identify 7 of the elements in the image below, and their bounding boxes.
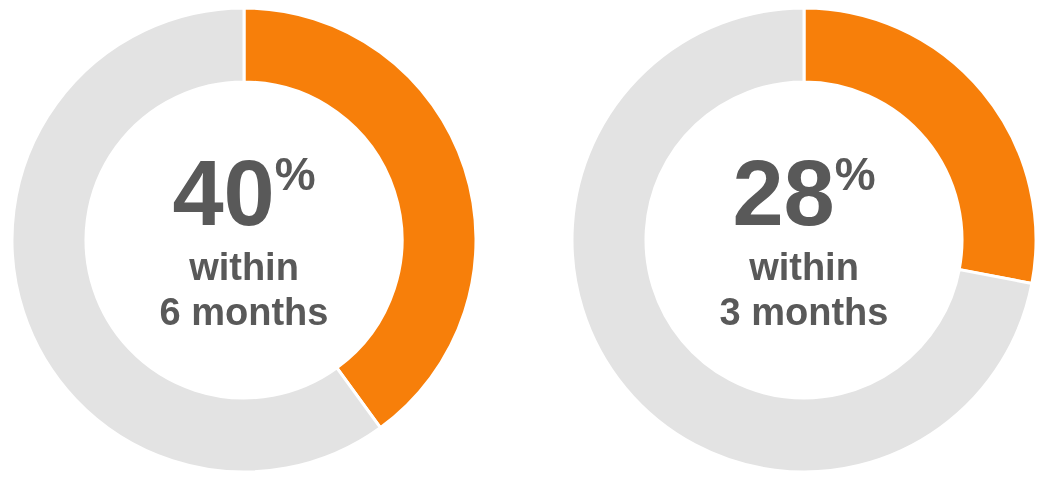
text: 40$^{%}$ [172,142,316,244]
text: within [748,246,859,288]
donut-slice [570,6,1034,474]
text: 28$^{%}$ [732,142,876,244]
text: within [188,246,299,288]
text: 6 months [159,291,329,333]
text: 3 months [719,291,889,333]
